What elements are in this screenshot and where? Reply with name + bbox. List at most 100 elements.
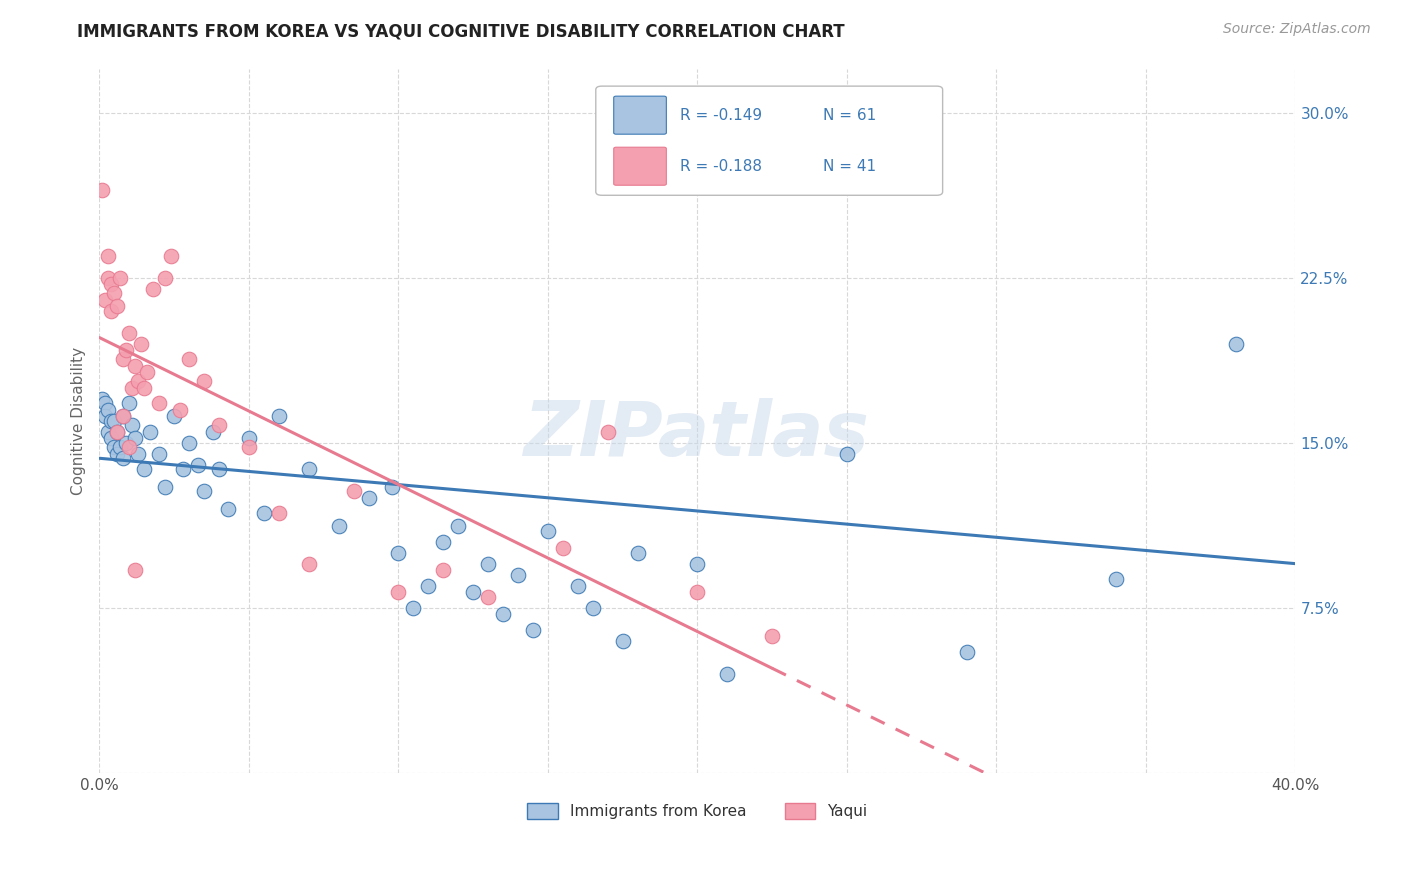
Point — [97, 402, 120, 417]
Point — [612, 633, 634, 648]
Point — [522, 623, 544, 637]
Point — [193, 374, 215, 388]
Point — [1105, 572, 1128, 586]
FancyBboxPatch shape — [596, 87, 942, 195]
Point — [148, 396, 170, 410]
Point — [115, 343, 138, 358]
Point — [298, 557, 321, 571]
Point — [94, 293, 117, 307]
Point — [105, 299, 128, 313]
Point — [124, 359, 146, 373]
Point — [835, 447, 858, 461]
Point — [179, 351, 201, 366]
Point — [97, 270, 120, 285]
Point — [627, 546, 650, 560]
Point — [447, 519, 470, 533]
Point — [357, 491, 380, 505]
Point — [187, 458, 209, 472]
Point — [100, 414, 122, 428]
Point — [110, 440, 132, 454]
Point — [1225, 336, 1247, 351]
Point — [238, 431, 260, 445]
Point — [238, 440, 260, 454]
Point — [118, 396, 141, 410]
Point — [387, 546, 409, 560]
Point — [121, 417, 143, 432]
Point — [551, 541, 574, 556]
Point — [103, 440, 125, 454]
Point — [463, 585, 485, 599]
Text: R = -0.149: R = -0.149 — [679, 108, 762, 123]
Point — [477, 590, 499, 604]
Point — [506, 567, 529, 582]
Point — [432, 534, 454, 549]
Point — [105, 425, 128, 439]
Point — [121, 381, 143, 395]
Point — [94, 409, 117, 424]
Point — [686, 557, 709, 571]
Point — [129, 336, 152, 351]
Point — [142, 282, 165, 296]
Point — [955, 645, 977, 659]
Text: ZIPatlas: ZIPatlas — [524, 398, 870, 472]
Point — [100, 303, 122, 318]
Point — [267, 506, 290, 520]
Point — [100, 277, 122, 292]
Point — [776, 116, 799, 130]
Point — [139, 425, 162, 439]
Y-axis label: Cognitive Disability: Cognitive Disability — [72, 347, 86, 495]
Point — [747, 171, 769, 186]
Point — [169, 402, 191, 417]
Point — [118, 326, 141, 340]
Point — [163, 409, 186, 424]
Point — [328, 519, 350, 533]
Text: Source: ZipAtlas.com: Source: ZipAtlas.com — [1223, 22, 1371, 37]
Point — [179, 435, 201, 450]
Point — [115, 435, 138, 450]
Point — [217, 501, 239, 516]
Point — [105, 425, 128, 439]
Point — [124, 563, 146, 577]
Point — [477, 557, 499, 571]
Point — [124, 431, 146, 445]
Point — [112, 450, 135, 465]
Point — [298, 462, 321, 476]
Point — [381, 480, 404, 494]
Point — [110, 270, 132, 285]
Point — [208, 417, 231, 432]
Legend: Immigrants from Korea, Yaqui: Immigrants from Korea, Yaqui — [522, 797, 873, 825]
Point — [267, 409, 290, 424]
Point — [134, 462, 156, 476]
Point — [97, 249, 120, 263]
Point — [134, 381, 156, 395]
Point — [160, 249, 183, 263]
Point — [103, 285, 125, 300]
Point — [208, 462, 231, 476]
Point — [537, 524, 560, 538]
Point — [105, 447, 128, 461]
Text: IMMIGRANTS FROM KOREA VS YAQUI COGNITIVE DISABILITY CORRELATION CHART: IMMIGRANTS FROM KOREA VS YAQUI COGNITIVE… — [77, 22, 845, 40]
Point — [136, 365, 159, 379]
Point — [112, 409, 135, 424]
Point — [94, 396, 117, 410]
Point — [91, 392, 114, 406]
Point — [193, 484, 215, 499]
Point — [686, 585, 709, 599]
Point — [100, 431, 122, 445]
Text: N = 41: N = 41 — [823, 159, 876, 174]
Point — [112, 409, 135, 424]
Point — [761, 629, 783, 643]
Point — [716, 666, 738, 681]
Point — [202, 425, 225, 439]
Point — [172, 462, 194, 476]
Point — [155, 270, 177, 285]
Point — [97, 425, 120, 439]
Point — [402, 600, 425, 615]
Point — [103, 414, 125, 428]
Point — [418, 579, 440, 593]
Point — [432, 563, 454, 577]
Point — [567, 579, 589, 593]
Point — [155, 480, 177, 494]
Point — [127, 447, 149, 461]
Point — [118, 440, 141, 454]
